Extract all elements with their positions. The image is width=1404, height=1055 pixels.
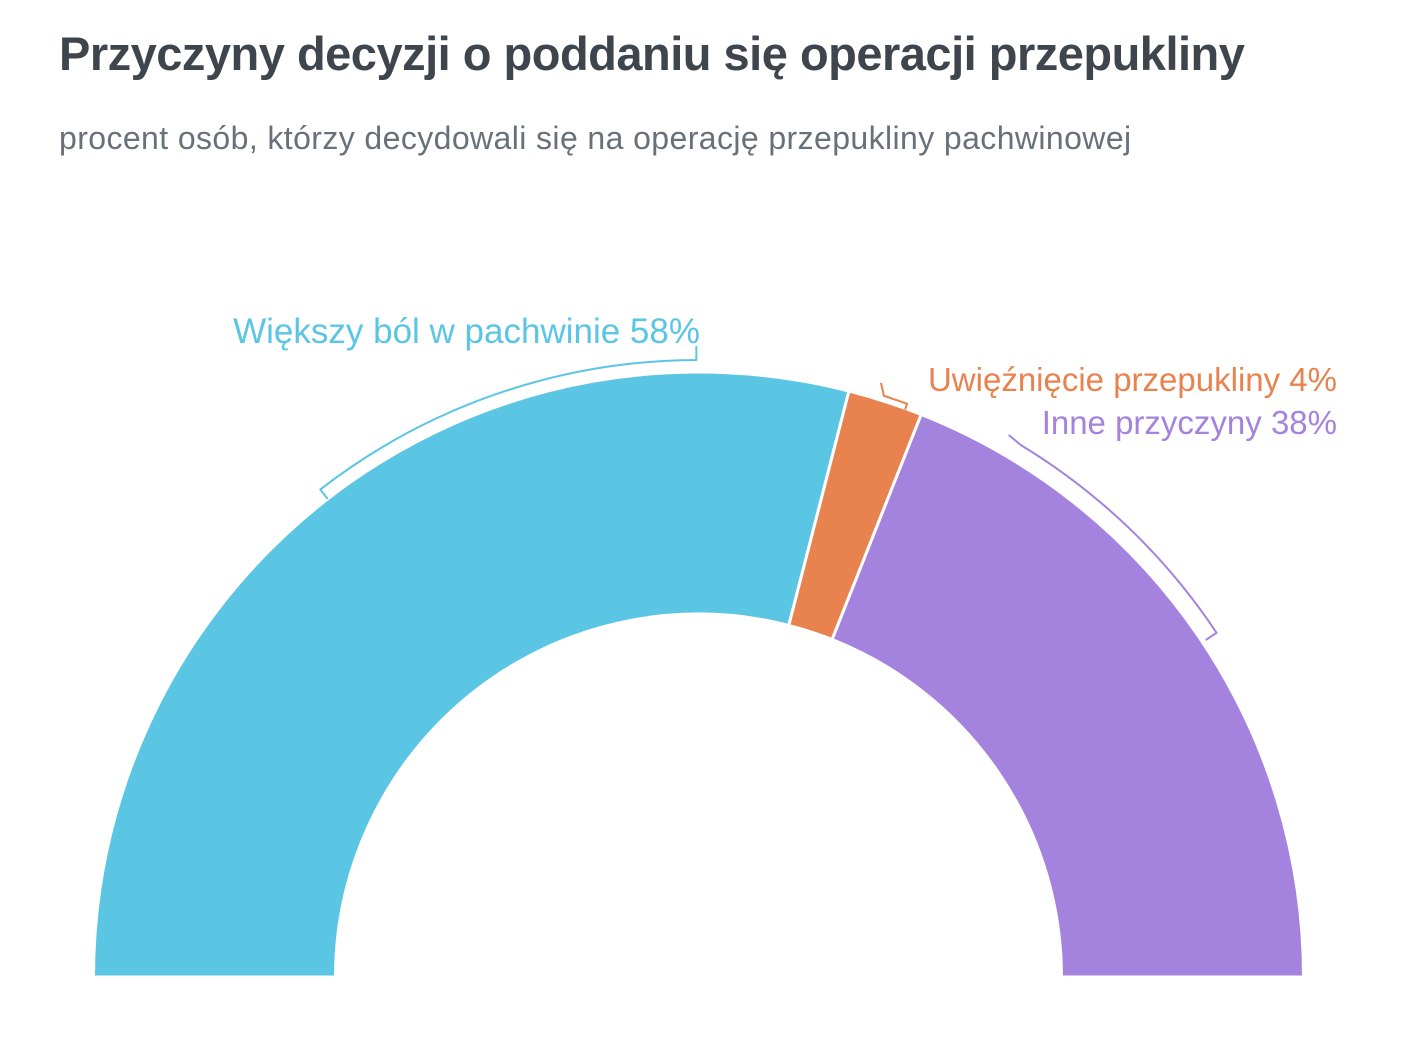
donut-segment-wiekszy-bol-w-pachwinie <box>91 370 851 979</box>
segment-label-wiekszy-bol: Większy ból w pachwinie 58% <box>233 312 700 351</box>
segment-label-uwieznienie: Uwięźnięcie przepukliny 4% <box>927 361 1337 398</box>
label-line-uwieznienie-przepukliny <box>879 382 909 410</box>
donut-segment-inne-przyczyny <box>830 412 1306 979</box>
label-line-inne-przyczyny <box>1008 434 1218 641</box>
segment-label-inne-przyczyny: Inne przyczyny 38% <box>1041 404 1337 441</box>
chart-subtitle: procent osób, którzy decydowali się na o… <box>59 120 1132 156</box>
label-line-wiekszy-bol-w-pachwinie <box>319 346 698 500</box>
chart-title: Przyczyny decyzji o poddaniu się operacj… <box>59 27 1245 80</box>
